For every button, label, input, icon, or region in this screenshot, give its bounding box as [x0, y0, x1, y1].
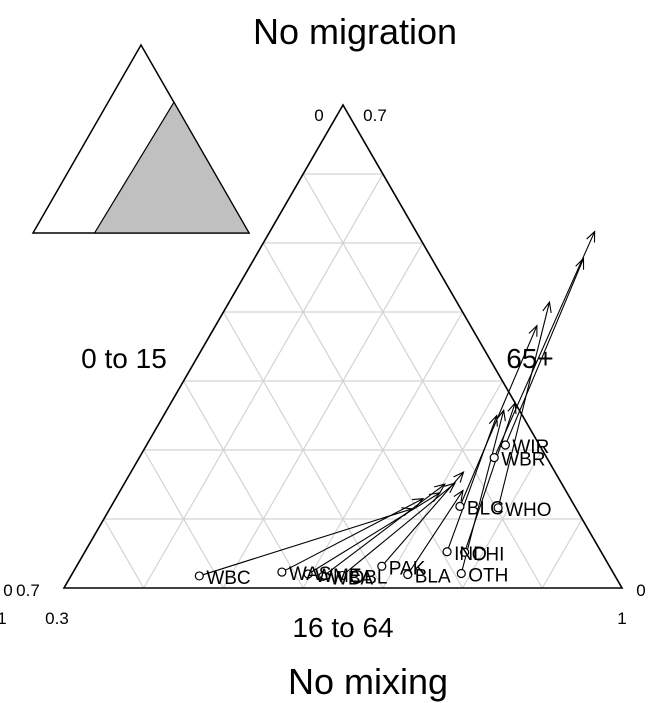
point-label: OTH	[468, 566, 508, 587]
arrow-head	[434, 483, 446, 494]
point-label: IND	[454, 544, 487, 565]
arrow-shaft	[322, 483, 446, 577]
start-marker	[337, 570, 348, 581]
start-marker	[460, 547, 470, 557]
left-axis-label: 0 to 15	[81, 343, 167, 374]
grid-line	[302, 173, 543, 589]
tick-bottom-left-d: 0.3	[45, 609, 69, 628]
point-label: OBL	[349, 567, 387, 588]
tick-bottom-right-b: 1	[617, 609, 626, 628]
grid-line	[222, 311, 384, 589]
arrow-head	[453, 471, 465, 483]
start-marker	[455, 501, 465, 511]
arrow-head	[488, 414, 498, 427]
point-label: BLA	[415, 566, 451, 587]
triangle-outline	[62, 103, 624, 589]
arrow-shaft	[307, 492, 441, 575]
arrow-head	[586, 230, 596, 243]
inset-triangle	[31, 43, 251, 234]
arrow-shaft	[381, 471, 464, 567]
start-marker	[489, 452, 499, 463]
start-marker	[318, 571, 328, 582]
tick-bottom-right-a: 0	[636, 581, 645, 600]
arrow-shaft	[504, 258, 585, 446]
arrow-head	[575, 257, 585, 270]
start-markers	[194, 440, 510, 582]
tick-bottom-left-b: 1	[0, 609, 7, 628]
grid-lines	[103, 173, 583, 589]
grid-line	[541, 518, 583, 589]
tick-top-left: 0	[314, 106, 323, 125]
grid-line	[103, 518, 145, 589]
start-marker	[377, 561, 387, 571]
inset-region	[93, 101, 251, 234]
start-marker	[194, 571, 204, 581]
arrow-shaft	[459, 325, 538, 507]
point-label: WBC	[206, 568, 250, 589]
point-label: WIR	[512, 437, 549, 458]
tick-bottom-left-a: 0.7	[16, 581, 40, 600]
arrow-head	[528, 324, 538, 337]
tick-top-right: 0.7	[363, 106, 387, 125]
start-marker	[303, 569, 313, 579]
grid-line	[222, 242, 424, 589]
arrow-head	[444, 482, 456, 494]
start-marker	[493, 503, 503, 513]
triangle-frame	[62, 103, 624, 589]
arrow-shaft	[342, 482, 456, 576]
right-axis-label: 65+	[506, 343, 554, 374]
bottom-axis-label: 16 to 64	[292, 612, 393, 643]
start-marker	[403, 569, 413, 580]
x-axis-title: No mixing	[288, 661, 448, 702]
start-marker	[277, 567, 287, 577]
grid-line	[262, 242, 464, 589]
start-marker	[500, 440, 510, 450]
point-label: WAS	[289, 564, 332, 585]
arrow-shaft	[407, 490, 464, 575]
grid-line	[183, 380, 304, 589]
arrow-head	[496, 408, 506, 422]
start-marker	[456, 568, 466, 579]
point-label: WBR	[501, 450, 545, 471]
chart-title: No migration	[253, 11, 457, 52]
tick-bottom-left-c: 0	[3, 581, 12, 600]
point-label: WME	[315, 566, 361, 587]
arrow-head	[453, 489, 464, 502]
arrow-head	[542, 300, 552, 314]
arrow-shaft	[493, 231, 596, 458]
arrow-shaft	[199, 508, 413, 577]
point-label: PAK	[389, 558, 426, 579]
point-label: CHI	[472, 544, 505, 565]
grid-line	[143, 449, 224, 589]
arrow-shaft	[460, 410, 505, 574]
start-marker	[442, 547, 452, 557]
arrow-shaft	[497, 301, 550, 508]
point-label: BLC	[467, 498, 504, 519]
point-label: WHO	[505, 500, 551, 521]
point-label: WBA	[330, 568, 374, 589]
arrows	[199, 230, 596, 577]
arrow-shaft	[281, 498, 424, 573]
